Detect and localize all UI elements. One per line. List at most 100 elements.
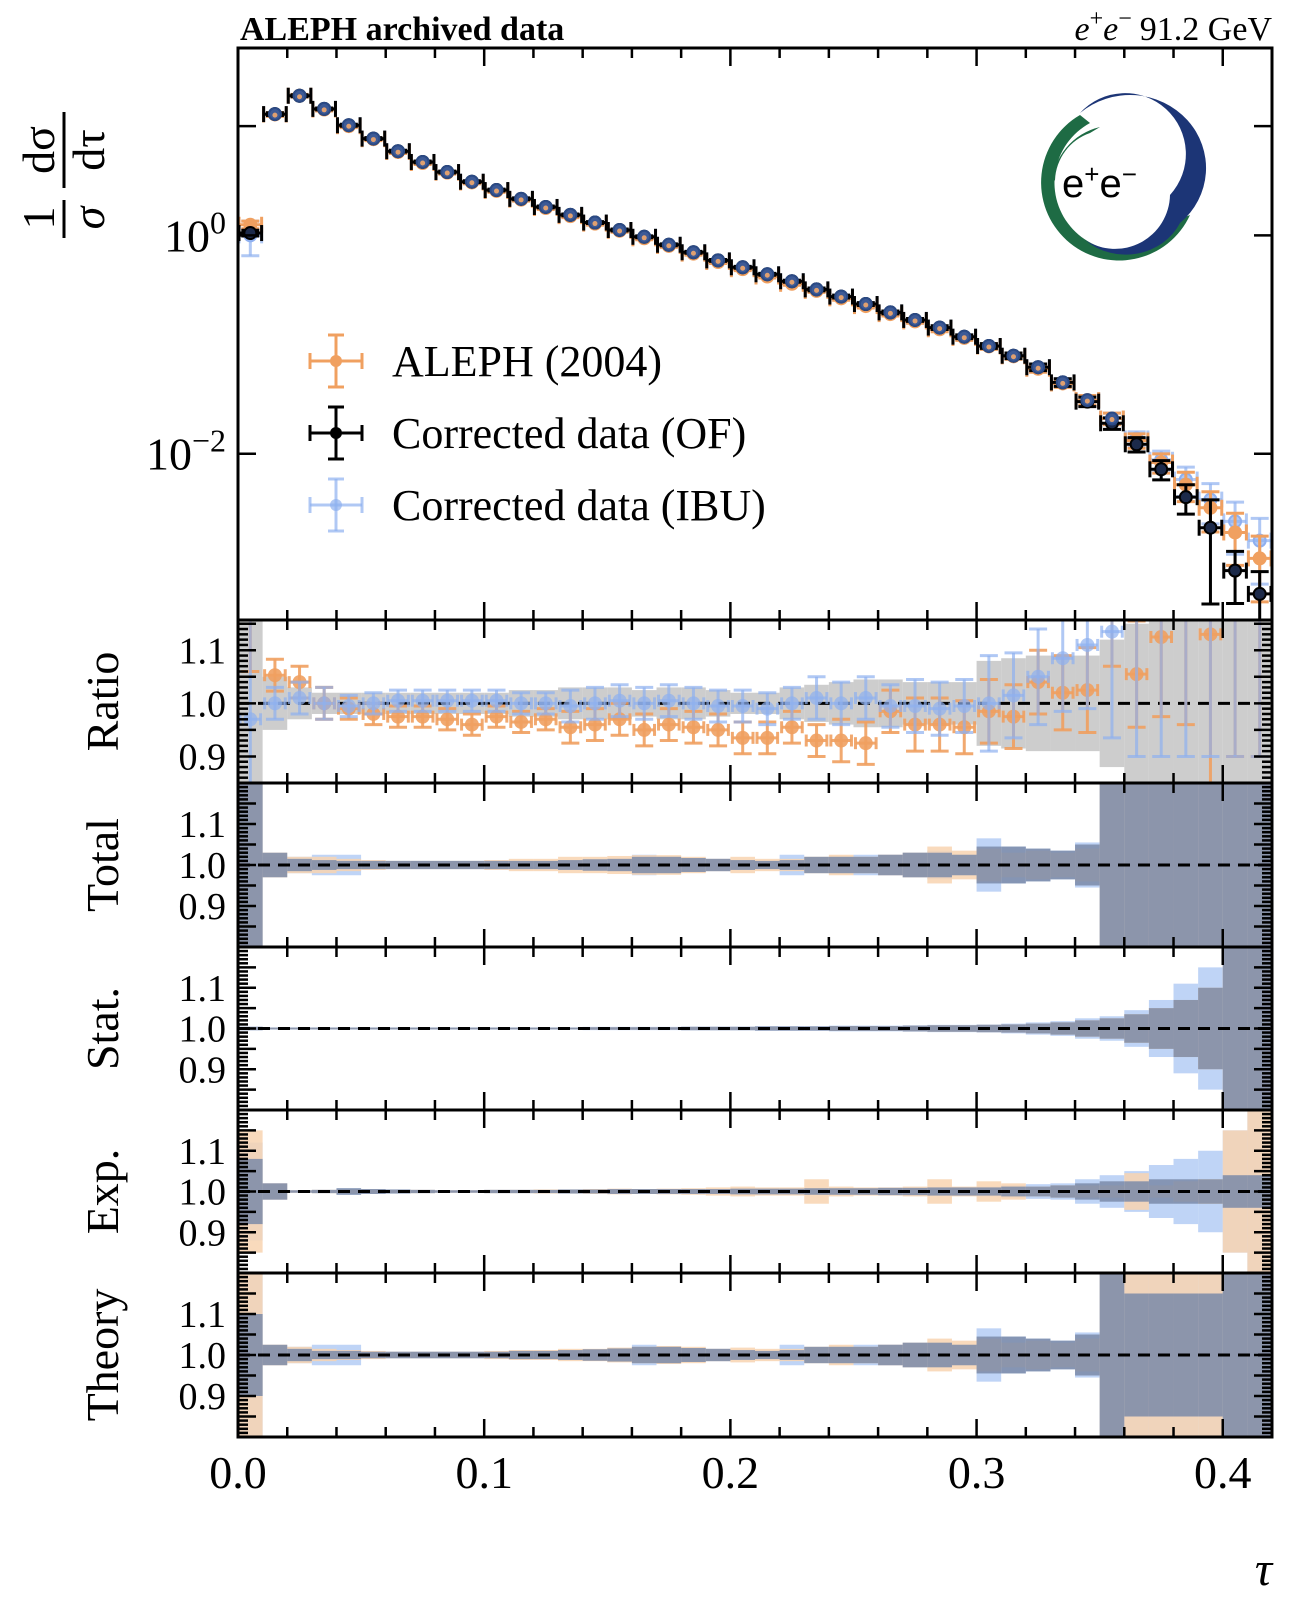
x-tick-label: 0.3 — [948, 1447, 1006, 1498]
main-marker-core — [420, 160, 426, 166]
panel-ylabel-theory: Theory — [77, 1289, 128, 1422]
main-marker-core — [789, 279, 795, 285]
main-point-of — [1173, 483, 1199, 516]
main-marker-core — [1060, 380, 1066, 386]
ratio-point-ibu — [1226, 620, 1245, 758]
band-of-total — [681, 858, 706, 872]
ratio-marker — [587, 717, 602, 732]
logo-sup1: + — [1084, 159, 1099, 189]
ratio-point-ibu — [952, 677, 977, 735]
ratio-marker — [661, 717, 676, 732]
y-tick-label: 0.9 — [179, 886, 227, 928]
y-tick-base: 10 — [164, 210, 210, 261]
ratio-marker — [735, 699, 750, 714]
ratio-point-aleph — [632, 712, 657, 748]
axes — [236, 46, 1274, 1439]
ratio-point-ibu — [336, 693, 361, 719]
title-sup1: + — [1090, 6, 1104, 32]
x-tick-label: 0.2 — [702, 1447, 760, 1498]
title-energy: 91.2 GeV — [1140, 11, 1273, 48]
ratio-marker — [711, 722, 726, 737]
main-point-of — [1246, 570, 1273, 620]
x-axis-label: τ — [1255, 1543, 1274, 1596]
main-marker-core — [370, 137, 376, 143]
ratio-marker — [489, 693, 504, 708]
data-markers — [237, 87, 1273, 783]
ratio-point-aleph — [853, 720, 878, 766]
chart-title-left: ALEPH archived data — [240, 11, 564, 48]
band-of-theory — [804, 1346, 829, 1364]
ratio-point-ibu — [1075, 620, 1100, 711]
band-of-exp — [558, 1189, 583, 1194]
ratio-marker — [440, 693, 455, 708]
ratio-point-ibu — [607, 683, 632, 719]
band-of-exp — [459, 1190, 485, 1193]
ratio-point-ibu — [1127, 620, 1146, 758]
band-of-exp — [878, 1187, 903, 1196]
panel-ylabel-total: Total — [77, 818, 128, 912]
ratio-marker — [587, 696, 602, 711]
ratio-marker — [809, 691, 824, 706]
ratio-point-ibu — [977, 654, 1001, 753]
band-of-stat — [558, 1027, 583, 1030]
ratio-marker — [1006, 688, 1021, 703]
ratio-marker — [317, 696, 332, 711]
ratio-marker — [267, 668, 282, 683]
y-tick-label: 0.9 — [179, 1376, 227, 1418]
ratio-point-ibu — [558, 688, 583, 724]
ratio-marker — [563, 720, 578, 735]
ratio-marker — [538, 712, 553, 727]
legend-marker — [330, 427, 342, 439]
ratio-point-ibu — [1026, 627, 1050, 727]
y-tick-base: 10 — [146, 429, 192, 480]
ratio-point-aleph — [484, 704, 509, 729]
band-of-stat — [484, 1027, 509, 1030]
main-marker-core — [494, 188, 499, 194]
ylabel-num-left: 1 — [13, 207, 64, 230]
band-of-total — [558, 860, 583, 870]
ratio-point-ibu — [410, 688, 435, 713]
ratio-point-ibu — [361, 691, 386, 716]
band-of-stat — [804, 1026, 829, 1031]
ratio-marker — [1104, 624, 1119, 639]
ratio-point-ibu — [1201, 620, 1220, 758]
ratio-marker — [391, 709, 406, 724]
main-marker-core — [321, 107, 327, 113]
ratio-marker — [538, 696, 553, 711]
ratio-point-ibu — [878, 683, 903, 729]
ratio-point-aleph — [263, 657, 287, 693]
main-marker-core — [1109, 417, 1115, 423]
ratio-marker — [981, 696, 996, 711]
tick-labels: 10010−21.11.00.9Ratio1.11.00.9Total1.11.… — [77, 204, 1252, 1498]
band-of-total — [804, 856, 829, 874]
main-marker — [1252, 551, 1267, 566]
band-of-exp — [779, 1188, 805, 1195]
main-marker-core — [666, 243, 672, 249]
ratio-point-ibu — [853, 675, 878, 721]
main-marker — [1203, 520, 1218, 535]
band-of-theory — [484, 1351, 509, 1359]
band-of-theory — [459, 1351, 485, 1359]
legend: ALEPH (2004) Corrected data (OF) Corrected… — [308, 333, 766, 533]
ratio-marker — [834, 696, 849, 711]
y-tick-label: 1.0 — [179, 683, 227, 725]
logo-green-inner-swirl — [1052, 127, 1100, 185]
ratio-marker — [784, 720, 799, 735]
title-e1: e — [1075, 11, 1090, 48]
ylabel-num-right: dσ — [13, 126, 64, 174]
legend-label: Corrected data (IBU) — [392, 481, 766, 530]
ratio-marker — [440, 712, 455, 727]
ratio-point-aleph — [558, 709, 583, 745]
logo-text: e+e− — [1062, 159, 1137, 206]
ratio-marker — [637, 722, 652, 737]
ylabel-den-right: dτ — [63, 129, 114, 171]
band-of-theory — [779, 1350, 805, 1360]
band-of-stat — [902, 1025, 928, 1032]
main-marker-core — [838, 295, 844, 301]
band-of-exp — [361, 1189, 386, 1194]
main-marker-core — [740, 265, 746, 271]
ratio-marker — [1031, 669, 1046, 684]
ratio-marker — [858, 691, 873, 706]
x-tick-label: 0.4 — [1194, 1447, 1252, 1498]
